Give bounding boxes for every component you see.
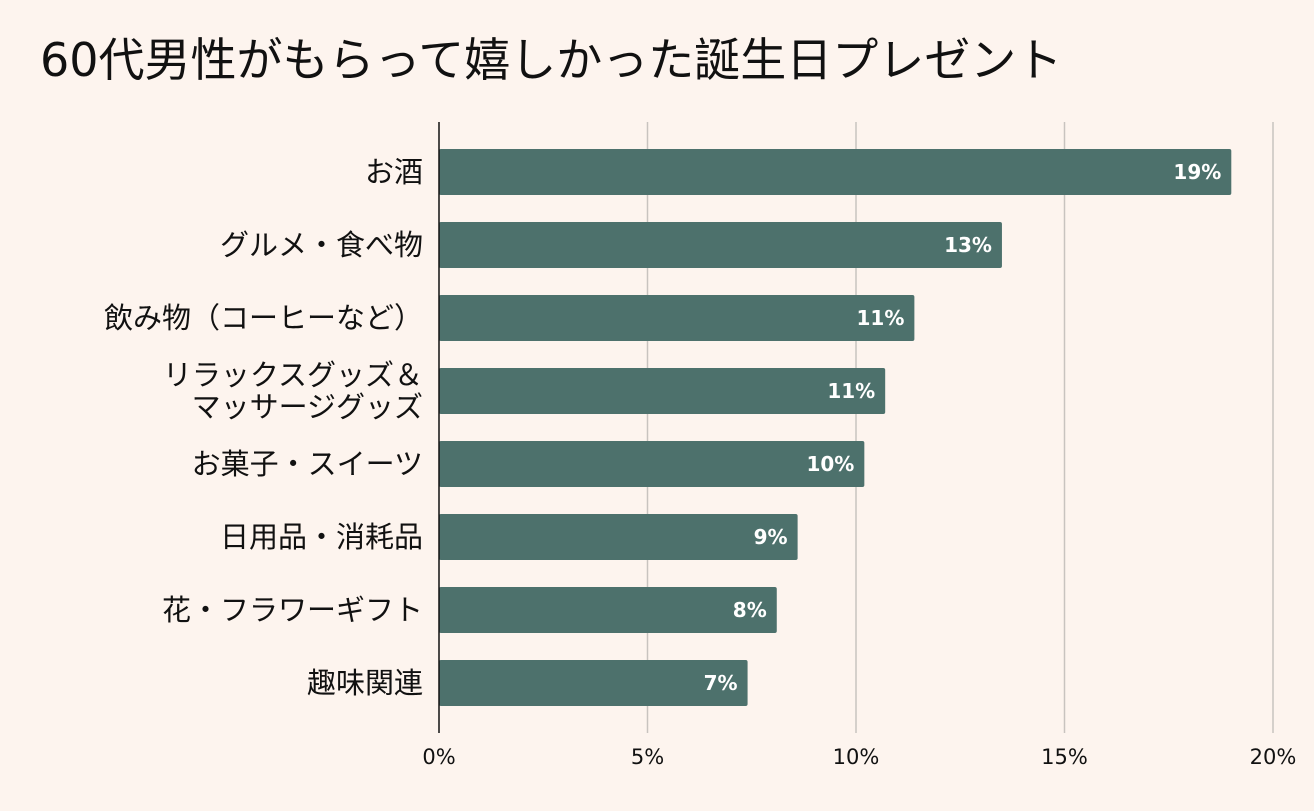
bar-value-label-7: 7% (704, 671, 738, 695)
bar-value-label-3: 11% (827, 379, 875, 403)
bar-3 (439, 368, 886, 414)
bar-value-label-5: 9% (754, 525, 788, 549)
bar-4 (439, 441, 865, 487)
category-label-5: 日用品・消耗品 (220, 520, 423, 554)
bar-1 (439, 222, 1002, 268)
category-label-7: 趣味関連 (307, 666, 423, 700)
x-tick-label-1: 5% (631, 745, 664, 769)
bar-value-label-2: 11% (857, 306, 905, 330)
bar-value-label-0: 19% (1173, 160, 1221, 184)
category-label-3: リラックスグッズ＆マッサージグッズ (163, 358, 423, 424)
bar-6 (439, 587, 777, 633)
x-tick-label-4: 20% (1250, 745, 1297, 769)
x-tick-label-2: 10% (833, 745, 880, 769)
bar-5 (439, 514, 798, 560)
bar-value-label-1: 13% (944, 233, 992, 257)
x-tick-label-3: 15% (1041, 745, 1088, 769)
bar-value-label-6: 8% (733, 598, 767, 622)
category-label-0: お酒 (365, 155, 423, 189)
category-label-1: グルメ・食べ物 (220, 228, 423, 262)
bar-7 (439, 660, 748, 706)
x-tick-label-0: 0% (422, 745, 455, 769)
bar-0 (439, 149, 1232, 195)
category-label-4: お菓子・スイーツ (192, 447, 423, 481)
bar-2 (439, 295, 915, 341)
category-label-6: 花・フラワーギフト (162, 593, 423, 627)
category-label-2: 飲み物（コーヒーなど） (104, 301, 423, 335)
chart-title: 60代男性がもらって嬉しかった誕生日プレゼント (40, 33, 1063, 87)
bar-value-label-4: 10% (806, 452, 854, 476)
